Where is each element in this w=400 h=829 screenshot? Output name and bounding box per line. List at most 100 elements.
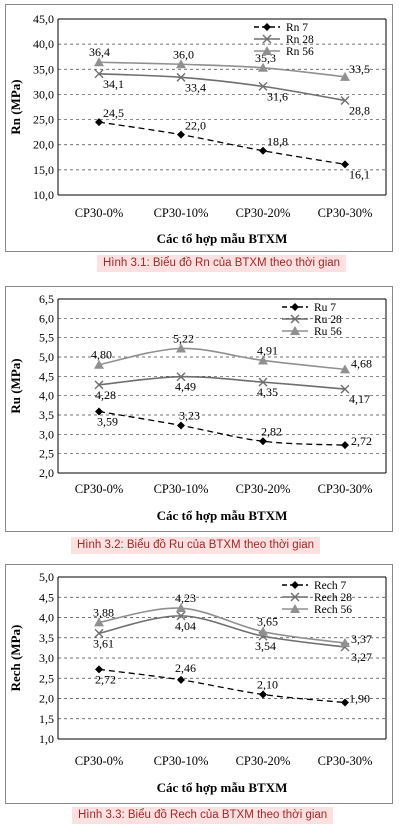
data-point: [340, 71, 350, 81]
data-point: [340, 95, 350, 105]
data-point: [177, 421, 185, 430]
y-tick-label: 2,5: [39, 671, 54, 685]
series-line: [98, 410, 346, 446]
data-label: 3,27: [351, 650, 372, 664]
x-tick-label: CP30-10%: [154, 206, 209, 220]
data-point: [259, 146, 267, 155]
chart-rech-frame: 1,0 1,5 2,0 2,5 3,0 3,5 4,0 4,5 5,0 CP30-0% CP30-1…: [5, 564, 393, 804]
data-label: 28,8: [349, 103, 370, 117]
data-point: [95, 118, 103, 127]
data-label: 36,0: [173, 47, 194, 61]
chart-rech: 1,0 1,5 2,0 2,5 3,0 3,5 4,0 4,5 5,0 CP30-0% CP30-1…: [8, 570, 387, 795]
data-point: [176, 59, 186, 69]
series-line: [98, 607, 346, 644]
data-point: [176, 611, 186, 621]
legend-marker: [291, 303, 299, 311]
data-label: 36,4: [89, 45, 110, 59]
y-tick-label: 3,0: [39, 651, 54, 665]
data-label: 2,72: [351, 434, 372, 448]
y-tick-label: 4,5: [39, 590, 54, 604]
x-axis-title: Các tổ hợp mẫu BTXM: [157, 508, 288, 523]
data-point: [340, 384, 350, 394]
legend-label: Rech 7: [314, 580, 347, 592]
data-label: 3,59: [97, 415, 118, 429]
caption-figure-3-3: Hình 3.3: Biểu đồ Rech của BTXM theo thờ…: [72, 807, 334, 824]
data-label: 4,28: [95, 388, 116, 402]
legend-label: Rn 56: [286, 46, 314, 58]
y-tick-label: 3,5: [39, 408, 54, 422]
y-tick-label: 6,0: [39, 311, 54, 325]
legend-marker: [290, 592, 300, 602]
data-point: [258, 377, 268, 387]
data-label: 34,1: [103, 77, 124, 91]
legend-marker: [290, 314, 300, 324]
chart-ru: 2,0 2,5 3,0 3,5 4,0 4,5 5,0 5,5 6,0 6,5 CP30-0% CP3…: [8, 292, 387, 523]
y-tick-label: 30,0: [33, 87, 54, 101]
y-tick-label: 1,0: [39, 732, 54, 746]
data-point: [94, 380, 104, 390]
x-axis-title: Các tổ hợp mẫu BTXM: [157, 231, 288, 246]
x-tick-label: CP30-10%: [154, 754, 209, 768]
data-label: 2,82: [261, 424, 282, 438]
legend-label: Rn 7: [286, 22, 308, 34]
data-label: 4,91: [257, 343, 278, 357]
x-tick-label: CP30-20%: [236, 754, 291, 768]
data-point: [94, 69, 104, 79]
y-tick-label: 2,0: [39, 692, 54, 706]
data-point: [94, 617, 104, 627]
y-axis-title: Ru (MPa): [8, 358, 23, 413]
y-tick-label: 3,0: [39, 427, 54, 441]
x-tick-label: CP30-0%: [75, 754, 124, 768]
legend-label: Ru 28: [314, 314, 342, 326]
legend-label: Rech 28: [314, 592, 352, 604]
series-line: [98, 615, 346, 648]
data-point: [341, 698, 349, 707]
series-line: [98, 73, 346, 102]
data-point: [341, 160, 349, 169]
data-label: 3,23: [179, 408, 200, 422]
data-point: [176, 343, 186, 353]
x-tick-label: CP30-20%: [236, 206, 291, 220]
data-label: 4,49: [175, 380, 196, 394]
chart-ru-frame: 2,0 2,5 3,0 3,5 4,0 4,5 5,0 5,5 6,0 6,5 CP30-0% CP3…: [5, 286, 393, 532]
data-label: 2,10: [257, 677, 278, 691]
data-point: [340, 638, 350, 648]
data-point: [258, 81, 268, 91]
legend-label: Rn 28: [286, 34, 314, 46]
y-tick-label: 4,0: [39, 611, 54, 625]
caption-figure-3-1: Hình 3.1: Biểu đồ Rn của BTXM theo thời …: [97, 255, 347, 272]
x-tick-label: CP30-0%: [75, 206, 124, 220]
data-point: [258, 626, 268, 636]
legend-marker: [262, 46, 272, 55]
y-tick-label: 25,0: [33, 113, 54, 127]
data-point: [259, 690, 267, 699]
data-label: 4,35: [257, 385, 278, 399]
data-label: 5,22: [173, 331, 194, 345]
legend-label: Ru 56: [314, 326, 342, 338]
data-label: 22,0: [185, 119, 206, 133]
data-label: 3,54: [255, 639, 276, 653]
chart-rn-frame: 10,0 15,0 20,0 25,0 30,0 35,0 40,0 45,0 CP30-0% C…: [5, 4, 393, 252]
data-label: 3,65: [257, 615, 278, 629]
y-tick-label: 1,5: [39, 712, 54, 726]
x-tick-label: CP30-30%: [318, 482, 373, 496]
series-line: [98, 375, 346, 390]
data-label: 18,8: [267, 135, 288, 149]
series-line: [98, 61, 346, 78]
y-tick-label: 4,0: [39, 389, 54, 403]
data-point: [95, 665, 103, 674]
y-tick-label: 2,0: [39, 466, 54, 480]
y-tick-label: 6,5: [39, 292, 54, 306]
x-axis-title: Các tổ hợp mẫu BTXM: [157, 780, 288, 795]
data-label: 16,1: [349, 167, 370, 181]
legend-marker: [262, 34, 272, 44]
data-point: [341, 441, 349, 450]
legend-label: Rech 56: [314, 604, 352, 616]
data-point: [94, 628, 104, 638]
legend-marker: [263, 23, 271, 31]
y-tick-label: 40,0: [33, 37, 54, 51]
x-tick-label: CP30-10%: [154, 482, 209, 496]
data-label: 2,46: [175, 661, 196, 675]
legend-label: Ru 7: [314, 302, 336, 314]
y-tick-label: 5,0: [39, 350, 54, 364]
